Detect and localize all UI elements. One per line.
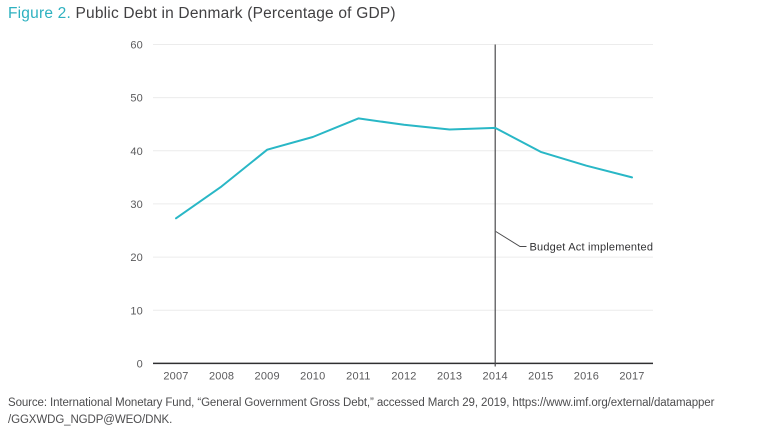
x-tick-label: 2013: [437, 371, 462, 383]
y-tick-label: 10: [130, 305, 143, 317]
x-tick-label: 2012: [391, 371, 416, 383]
figure-title-text: Public Debt in Denmark (Percentage of GD…: [75, 5, 396, 22]
source-note-line1: Source: International Monetary Fund, “Ge…: [8, 397, 715, 409]
annotation-label: Budget Act implemented: [530, 242, 654, 254]
x-tick-label: 2010: [300, 371, 325, 383]
debt-line-series: [175, 117, 633, 220]
x-tick-label: 2011: [346, 371, 370, 383]
x-tick-label: 2007: [163, 371, 188, 383]
y-tick-label: 60: [130, 40, 143, 52]
x-tick-label: 2009: [255, 371, 280, 383]
x-tick-label: 2017: [619, 371, 644, 383]
x-tick-label: 2015: [528, 371, 553, 383]
x-tick-label: 2014: [483, 371, 508, 383]
x-tick-label: 2016: [574, 371, 599, 383]
figure-number-label: Figure 2.: [8, 5, 71, 22]
source-note: Source: International Monetary Fund, “Ge…: [8, 395, 714, 429]
source-note-line2: /GGXWDG_NGDP@WEO/DNK.: [8, 414, 173, 426]
x-tick-label: 2008: [209, 371, 234, 383]
y-tick-label: 20: [130, 252, 143, 264]
y-tick-label: 30: [130, 199, 143, 211]
y-tick-label: 50: [130, 93, 143, 105]
y-tick-label: 40: [130, 146, 143, 158]
figure-title: Figure 2. Public Debt in Denmark (Percen…: [8, 5, 396, 23]
annotation-connector-line: [495, 231, 527, 247]
y-tick-label: 0: [137, 358, 143, 370]
